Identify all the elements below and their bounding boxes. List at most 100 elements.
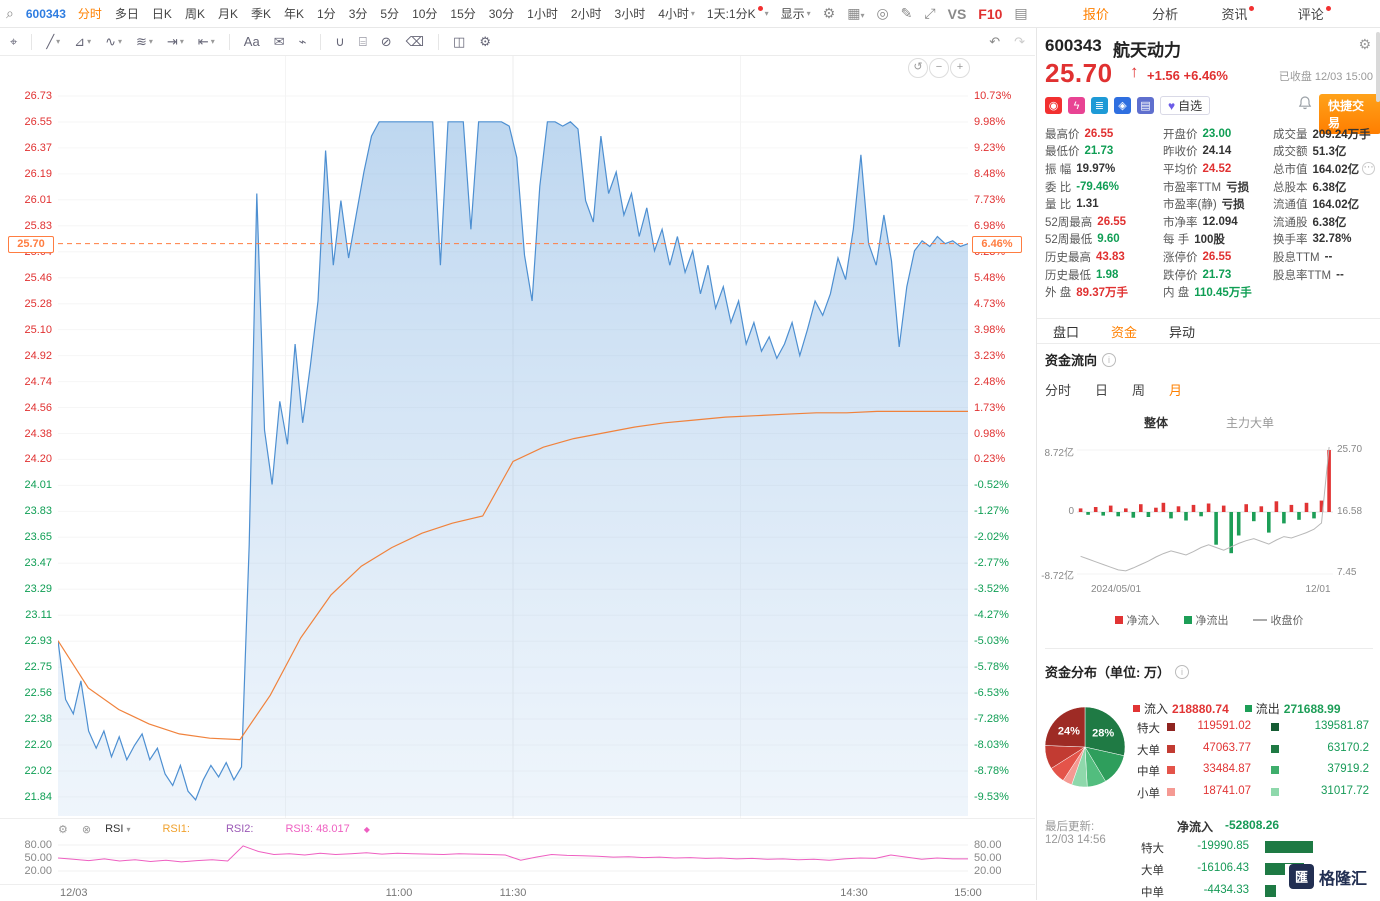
level2-icon[interactable]: ≣	[1091, 97, 1108, 114]
f10-button[interactable]: F10	[978, 5, 1003, 22]
time-axis-label: 12/03	[60, 887, 88, 899]
kline-style-selector[interactable]: 1天:1分K ▾	[707, 5, 769, 22]
quick-trade-button[interactable]: 快捷交易	[1319, 94, 1380, 134]
stat-label: 量 比	[1045, 199, 1072, 212]
wave-tool-icon[interactable]: ∿ ▾	[105, 33, 123, 49]
market-cap-more-icon[interactable]: ⋯	[1362, 162, 1375, 176]
measure-tool-icon[interactable]: ⌸	[358, 33, 367, 49]
drawing-settings-icon[interactable]: ⚙	[479, 33, 491, 49]
logo-text: 格隆汇	[1319, 870, 1368, 888]
flow-period-tab-月[interactable]: 月	[1169, 383, 1183, 398]
redo-icon[interactable]: ↷	[1014, 33, 1025, 49]
panel-tab-评论[interactable]: 评论	[1298, 4, 1331, 23]
screenshot-icon[interactable]: ◎	[876, 5, 889, 21]
panel-tab-资讯[interactable]: 资讯	[1221, 4, 1255, 23]
period-tab-2小时[interactable]: 2小时	[570, 7, 602, 21]
flow-period-tab-分时[interactable]: 分时	[1045, 383, 1072, 398]
period-tab-1小时[interactable]: 1小时	[527, 7, 558, 21]
period-tab-季K[interactable]: 季K	[250, 7, 271, 21]
layout-icon[interactable]: ▦▾	[847, 5, 865, 21]
stat-cell: 涨停价 26.55	[1163, 248, 1273, 266]
note-tool-icon[interactable]: ✉	[273, 33, 285, 49]
symbol-search-icon[interactable]: ⌕	[6, 5, 14, 21]
magnet-tool-icon[interactable]: ∪	[335, 33, 345, 49]
stat-label: 市净率	[1163, 216, 1198, 229]
panel-settings-icon[interactable]: ⚙	[1358, 36, 1371, 52]
draw-mode-icon[interactable]: ✎	[900, 5, 913, 21]
hide-drawings-icon[interactable]: ⊘	[380, 33, 392, 49]
outflow-total: 271688.99	[1283, 701, 1341, 716]
chart-settings-icon[interactable]: ⚙	[822, 5, 836, 21]
flow-bar	[1101, 512, 1105, 516]
price-axis-label: 23.29	[24, 583, 52, 596]
text-tool-icon[interactable]: Aa	[243, 34, 260, 49]
remove-drawings-icon[interactable]: ⌫	[405, 33, 425, 49]
gann-fib-tool-icon[interactable]: ⊿ ▾	[74, 33, 92, 49]
period-tab-4小时[interactable]: 4小时 ▾	[658, 7, 695, 21]
rsi-settings-icon[interactable]: ⚙	[58, 823, 68, 836]
row-label: 中单	[1141, 887, 1164, 899]
stat-cell: 市盈率(静) 亏损	[1163, 195, 1273, 213]
period-tab-3分[interactable]: 3分	[348, 7, 368, 21]
hot-tag-icon[interactable]: ◉	[1045, 97, 1062, 114]
add-watchlist-button[interactable]: ♥ 自选	[1160, 96, 1211, 115]
zoom-in-icon[interactable]: +	[950, 58, 970, 78]
flow-period-tab-周[interactable]: 周	[1132, 383, 1146, 398]
display-selector[interactable]: 显示 ▾	[781, 5, 811, 22]
flow-bar	[1259, 506, 1264, 512]
rsi-selector[interactable]: RSI ▾	[105, 823, 130, 835]
section-tab-资金[interactable]: 资金	[1111, 324, 1138, 340]
flow-price-axis-label: 25.70	[1337, 444, 1363, 455]
period-tab-1分[interactable]: 1分	[317, 7, 336, 21]
period-tab-15分[interactable]: 15分	[450, 7, 476, 21]
flow-mode-tab-整体[interactable]: 整体	[1143, 416, 1168, 430]
time-axis[interactable]	[0, 884, 1035, 901]
pattern-tool-icon[interactable]: ≋ ▾	[136, 33, 153, 49]
flow-mode-tab-主力大单[interactable]: 主力大单	[1226, 416, 1275, 430]
alert-bell-icon[interactable]	[1297, 95, 1313, 111]
info-icon[interactable]: i	[1102, 352, 1117, 367]
period-tab-3小时[interactable]: 3小时	[614, 7, 646, 21]
period-tab-分时[interactable]: 分时	[77, 7, 102, 21]
stat-label: 每 手	[1163, 234, 1190, 247]
sync-drawings-icon[interactable]: ◫	[453, 33, 466, 49]
report-doc-icon[interactable]: ▤	[1137, 97, 1154, 114]
period-tab-多日[interactable]: 多日	[114, 7, 139, 21]
flow-bar	[1161, 502, 1166, 512]
period-tab-30分[interactable]: 30分	[488, 7, 515, 21]
brush-tool-icon[interactable]: ⌁	[298, 33, 307, 49]
label-tag-icon[interactable]: ◈	[1114, 97, 1131, 114]
compare-button[interactable]: VS	[947, 5, 967, 22]
crosshair-tool-icon[interactable]: ⌖	[10, 33, 18, 49]
inflow-label: 流入	[1144, 702, 1169, 716]
panel-tab-报价[interactable]: 报价	[1082, 7, 1109, 22]
arrow-tool-icon[interactable]: ⇤ ▾	[197, 33, 215, 49]
reset-zoom-icon[interactable]: ↺	[908, 58, 928, 78]
period-tab-5分[interactable]: 5分	[380, 7, 400, 21]
stat-cell: 跌停价 21.73	[1163, 266, 1273, 284]
fund-distribution-title: 资金分布（单位: 万） i	[1045, 662, 1189, 681]
rsi-close-icon[interactable]: ⊗	[81, 823, 92, 836]
symbol-code[interactable]: 600343	[25, 6, 66, 21]
rsi-axis-label: 80.00	[24, 839, 52, 851]
flow-period-tab-日[interactable]: 日	[1095, 383, 1109, 398]
intraday-chart-canvas[interactable]	[58, 56, 968, 818]
period-tab-年K[interactable]: 年K	[283, 7, 304, 21]
panel-tab-分析[interactable]: 分析	[1152, 7, 1179, 22]
period-tab-10分[interactable]: 10分	[412, 7, 438, 21]
undo-icon[interactable]: ↶	[989, 33, 1001, 49]
price-axis-label: 24.38	[24, 427, 52, 440]
forecast-tool-icon[interactable]: ⇥ ▾	[166, 33, 184, 49]
section-tab-盘口[interactable]: 盘口	[1053, 324, 1080, 340]
period-tab-日K[interactable]: 日K	[151, 7, 172, 21]
section-tab-异动[interactable]: 异动	[1169, 324, 1196, 340]
report-icon[interactable]: ▤	[1014, 5, 1028, 21]
fullscreen-icon[interactable]: ⤢	[924, 5, 936, 21]
period-tab-周K[interactable]: 周K	[184, 7, 205, 21]
period-tab-月K[interactable]: 月K	[217, 7, 238, 21]
trendline-tool-icon[interactable]: ╱ ▾	[46, 33, 61, 49]
info-icon[interactable]: i	[1174, 664, 1189, 679]
zoom-out-icon[interactable]: −	[929, 58, 949, 78]
flash-news-icon[interactable]: ϟ	[1068, 97, 1085, 114]
panel-scrollbar[interactable]	[1376, 32, 1380, 102]
